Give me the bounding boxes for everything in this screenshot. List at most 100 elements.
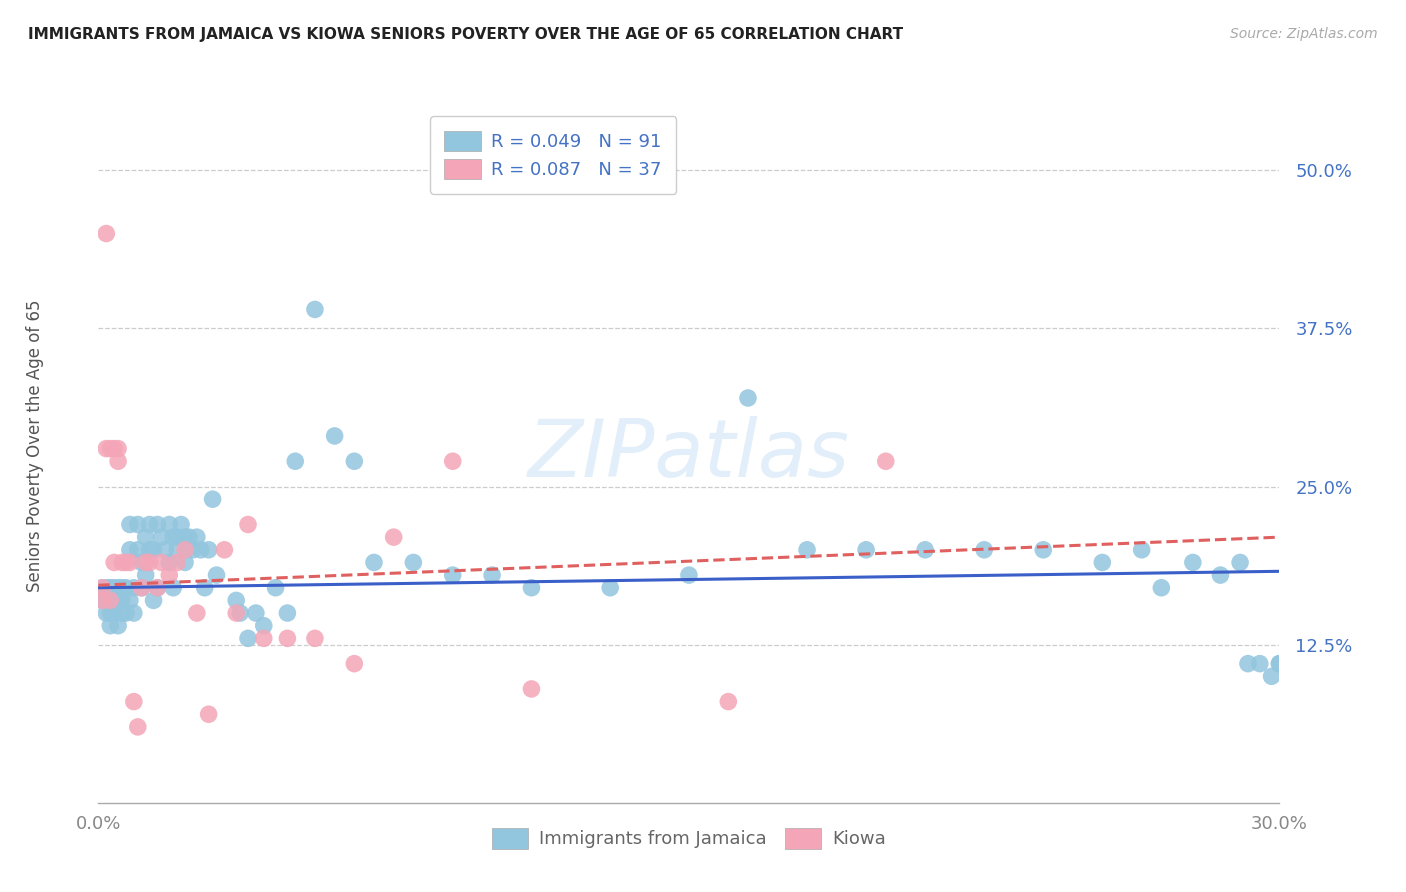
Point <box>138 542 160 557</box>
Point <box>520 681 543 696</box>
Point <box>197 542 219 557</box>
Point <box>146 581 169 595</box>
Point <box>1150 581 1173 595</box>
Point <box>441 568 464 582</box>
Point <box>1260 669 1282 683</box>
Point <box>304 302 326 317</box>
Point <box>150 556 173 570</box>
Point <box>481 568 503 582</box>
Point <box>973 542 995 557</box>
Point <box>1268 657 1291 671</box>
Point <box>343 454 366 468</box>
Point <box>276 632 298 646</box>
Point <box>96 606 118 620</box>
Point <box>253 632 276 646</box>
Point <box>138 556 160 570</box>
Point <box>186 530 208 544</box>
Point <box>111 606 134 620</box>
Point <box>1249 657 1271 671</box>
Point <box>678 568 700 582</box>
Point <box>127 542 149 557</box>
Point <box>157 568 180 582</box>
Point <box>276 606 298 620</box>
Point <box>194 581 217 595</box>
Point <box>107 442 129 456</box>
Point <box>115 581 138 595</box>
Point <box>855 542 877 557</box>
Text: Seniors Poverty Over the Age of 65: Seniors Poverty Over the Age of 65 <box>27 300 44 592</box>
Point <box>127 720 149 734</box>
Point <box>166 556 188 570</box>
Point <box>157 517 180 532</box>
Point <box>162 581 184 595</box>
Point <box>122 581 145 595</box>
Point <box>103 606 125 620</box>
Point <box>96 227 118 241</box>
Point <box>131 581 153 595</box>
Point <box>236 632 259 646</box>
Point <box>253 618 276 632</box>
Text: ZIPatlas: ZIPatlas <box>527 416 851 494</box>
Point <box>146 581 169 595</box>
Point <box>162 530 184 544</box>
Point <box>155 542 177 557</box>
Point <box>146 517 169 532</box>
Point <box>166 542 188 557</box>
Point <box>170 517 193 532</box>
Point <box>115 556 138 570</box>
Point <box>107 593 129 607</box>
Point <box>107 618 129 632</box>
Point <box>131 556 153 570</box>
Point <box>177 530 200 544</box>
Point <box>98 618 121 632</box>
Point <box>118 517 141 532</box>
Point <box>131 581 153 595</box>
Point <box>98 593 121 607</box>
Legend: Immigrants from Jamaica, Kiowa: Immigrants from Jamaica, Kiowa <box>478 814 900 863</box>
Point <box>441 454 464 468</box>
Point <box>142 542 165 557</box>
Point <box>264 581 287 595</box>
Point <box>98 442 121 456</box>
Point <box>98 593 121 607</box>
Point <box>157 556 180 570</box>
Point <box>343 657 366 671</box>
Point <box>118 593 141 607</box>
Point <box>174 556 197 570</box>
Point <box>135 556 157 570</box>
Point <box>201 492 224 507</box>
Point <box>363 556 385 570</box>
Point <box>91 593 114 607</box>
Point <box>135 530 157 544</box>
Point <box>103 556 125 570</box>
Point <box>737 391 759 405</box>
Point <box>520 581 543 595</box>
Point <box>402 556 425 570</box>
Point <box>91 581 114 595</box>
Point <box>91 581 114 595</box>
Point <box>122 695 145 709</box>
Point <box>96 581 118 595</box>
Point <box>1268 657 1291 671</box>
Point <box>382 530 405 544</box>
Point <box>98 606 121 620</box>
Point <box>214 542 236 557</box>
Point <box>111 593 134 607</box>
Point <box>166 530 188 544</box>
Point <box>1237 657 1260 671</box>
Point <box>135 568 157 582</box>
Point <box>599 581 621 595</box>
Point <box>111 556 134 570</box>
Point <box>127 517 149 532</box>
Point <box>914 542 936 557</box>
Point <box>174 542 197 557</box>
Point <box>103 442 125 456</box>
Point <box>1091 556 1114 570</box>
Point <box>229 606 252 620</box>
Point <box>1181 556 1204 570</box>
Point <box>190 542 212 557</box>
Point <box>107 581 129 595</box>
Point <box>174 530 197 544</box>
Point <box>122 606 145 620</box>
Point <box>142 593 165 607</box>
